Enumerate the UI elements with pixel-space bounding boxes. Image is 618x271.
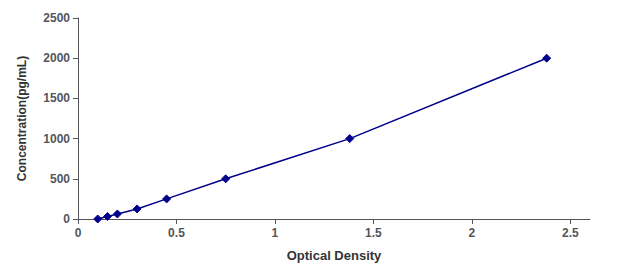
svg-text:1.5: 1.5 [365, 226, 382, 240]
svg-text:Concentration(pg/mL): Concentration(pg/mL) [15, 56, 29, 181]
svg-text:2: 2 [469, 226, 476, 240]
svg-text:500: 500 [50, 172, 70, 186]
svg-text:0: 0 [75, 226, 82, 240]
svg-text:2000: 2000 [43, 51, 70, 65]
svg-text:1500: 1500 [43, 91, 70, 105]
svg-text:2500: 2500 [43, 11, 70, 25]
svg-text:2.5: 2.5 [562, 226, 579, 240]
svg-text:0.5: 0.5 [168, 226, 185, 240]
svg-text:Optical Density: Optical Density [287, 248, 382, 263]
svg-text:1: 1 [272, 226, 279, 240]
svg-text:0: 0 [63, 212, 70, 226]
svg-text:1000: 1000 [43, 132, 70, 146]
